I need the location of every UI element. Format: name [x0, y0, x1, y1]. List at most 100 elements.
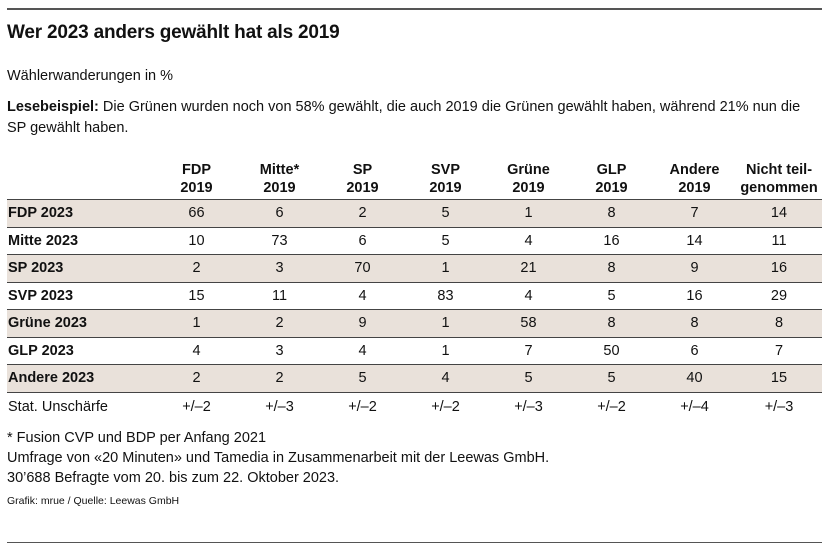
column-header-line2: 2019	[263, 180, 296, 196]
reading-example-text: Die Grünen wurden noch von 58% gewählt, …	[7, 99, 801, 136]
column-header-line1: FDP	[182, 162, 211, 178]
table-cell: 70	[321, 254, 404, 283]
table-cell: 8	[570, 254, 653, 283]
table-cell: 5	[570, 282, 653, 310]
table-cell: 3	[238, 254, 321, 283]
reading-example-lead: Lesebeispiel:	[7, 99, 99, 115]
column-header-line1: GLP	[596, 162, 627, 178]
table-cell: 8	[570, 199, 653, 228]
table-cell: 4	[155, 337, 238, 365]
table-cell: 8	[570, 309, 653, 338]
table-cell: 14	[653, 227, 736, 255]
table-cell: 2	[321, 199, 404, 228]
table-cell: 15	[736, 364, 822, 393]
table-cell: 1	[155, 309, 238, 338]
table-cell: 14	[736, 199, 822, 228]
table-cell: 9	[653, 254, 736, 283]
row-label: SVP 2023	[7, 282, 155, 310]
column-header: FDP 2019	[155, 155, 238, 200]
bottom-rule	[7, 542, 822, 543]
column-header: Mitte* 2019	[238, 155, 321, 200]
stat-cell: +/–2	[182, 398, 211, 415]
table-cell: 1	[404, 254, 487, 283]
footnote-survey: Umfrage von «20 Minuten» und Tamedia in …	[7, 450, 550, 466]
row-label: Andere 2023	[7, 364, 155, 393]
column-header-line2: 2019	[346, 180, 379, 196]
table-cell: 2	[238, 364, 321, 393]
table-cell: 5	[487, 364, 570, 393]
stat-cell: +/–3	[764, 398, 794, 415]
table-cell: 7	[653, 199, 736, 228]
stat-uncertainty-row: Stat. Unschärfe +/–2 +/–3 +/–2 +/–2 +/–3 +/–2 +…	[7, 392, 822, 421]
stat-cell: +/–2	[597, 398, 626, 415]
column-header: Nicht teil-genommen	[736, 155, 822, 200]
stat-cell: +/–3	[265, 398, 294, 415]
table-cell: 16	[653, 282, 736, 310]
table-cell: 4	[487, 282, 570, 310]
table-row: Andere 2023 2 2 5 4 5 5 40 15	[7, 364, 822, 393]
table-cell: 4	[487, 227, 570, 255]
column-header-line1: Mitte*	[259, 162, 300, 178]
column-header-line2: 2019	[180, 180, 213, 196]
voter-flow-table: FDP 2019 Mitte* 2019 SP 2019 SVP 2019 Grüne 2019 G…	[7, 155, 822, 421]
column-header-line1: SP	[352, 162, 373, 178]
column-header-line2: 2019	[429, 180, 462, 196]
table-cell: 6	[653, 337, 736, 365]
footnotes: * Fusion CVP und BDP per Anfang 2021 Umf…	[7, 428, 549, 488]
table-cell: 1	[487, 199, 570, 228]
table-cell: 11	[238, 282, 321, 310]
row-label: SP 2023	[7, 254, 155, 283]
stat-cell: +/–2	[348, 398, 377, 415]
table-cell: 29	[736, 282, 822, 310]
table-cell: 50	[570, 337, 653, 365]
table-cell: 5	[570, 364, 653, 393]
table-cell: 4	[321, 337, 404, 365]
row-label: Mitte 2023	[7, 227, 155, 255]
column-header-line2: genommen	[740, 180, 818, 196]
column-header: SP 2019	[321, 155, 404, 200]
column-header: Grüne 2019	[487, 155, 570, 200]
table-cell: 21	[487, 254, 570, 283]
table-cell: 4	[321, 282, 404, 310]
table-row: SP 2023 2 3 70 1 21 8 9 16	[7, 254, 822, 283]
table-cell: 2	[238, 309, 321, 338]
table-cell: 8	[653, 309, 736, 338]
table-cell: 73	[238, 227, 321, 255]
table-cell: 1	[404, 309, 487, 338]
chart-title: Wer 2023 anders gewählt hat als 2019	[7, 22, 340, 43]
row-label: Stat. Unschärfe	[8, 398, 108, 415]
table-cell: 7	[487, 337, 570, 365]
table-cell: 8	[736, 309, 822, 338]
table-cell: 5	[404, 199, 487, 228]
source-credit: Grafik: mrue / Quelle: Leewas GmbH	[7, 495, 180, 507]
stat-cell: +/–2	[431, 398, 460, 415]
table-row: FDP 2023 66 6 2 5 1 8 7 14	[7, 199, 822, 228]
chart-subtitle: Wählerwanderungen in %	[7, 68, 174, 84]
stat-cell: +/–4	[680, 398, 709, 415]
table-cell: 4	[404, 364, 487, 393]
row-label: GLP 2023	[7, 337, 155, 365]
stat-cell: +/–3	[514, 398, 543, 415]
column-header-line2: 2019	[512, 180, 545, 196]
table-cell: 5	[321, 364, 404, 393]
footnote-fusion: * Fusion CVP und BDP per Anfang 2021	[7, 430, 267, 446]
table-cell: 11	[736, 227, 822, 255]
table-header-row: FDP 2019 Mitte* 2019 SP 2019 SVP 2019 Grüne 2019 G…	[7, 155, 822, 200]
table-cell: 7	[736, 337, 822, 365]
column-header: Andere 2019	[653, 155, 736, 200]
table-row: GLP 2023 4 3 4 1 7 50 6 7	[7, 337, 822, 365]
table-cell: 58	[487, 309, 570, 338]
column-header-line2: 2019	[595, 180, 628, 196]
table-cell: 2	[155, 254, 238, 283]
footnote-respondents: 30’688 Befragte vom 20. bis zum 22. Okto…	[7, 470, 340, 486]
table-cell: 1	[404, 337, 487, 365]
reading-example: Lesebeispiel: Die Grünen wurden noch von…	[7, 97, 807, 139]
column-header: GLP 2019	[570, 155, 653, 200]
column-header-line2: 2019	[678, 180, 711, 196]
table-cell: 6	[321, 227, 404, 255]
top-rule	[7, 8, 822, 10]
row-label: FDP 2023	[7, 199, 155, 228]
table-cell: 16	[736, 254, 822, 283]
table-cell: 9	[321, 309, 404, 338]
table-cell: 66	[155, 199, 238, 228]
